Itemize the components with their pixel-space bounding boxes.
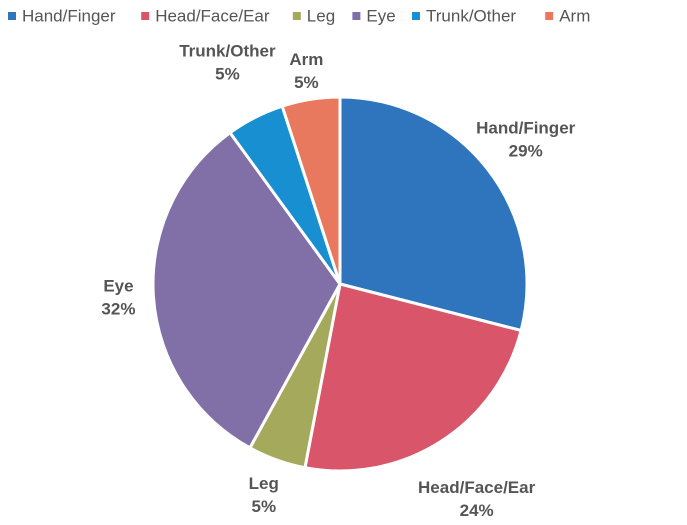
legend-label: Hand/Finger: [22, 6, 116, 25]
slice-label: Head/Face/Ear: [418, 478, 536, 497]
slice-label: Hand/Finger: [476, 118, 576, 137]
legend-swatch: [141, 12, 150, 20]
slice-label: Arm: [289, 50, 323, 69]
legend-swatch: [352, 12, 361, 20]
legend-label: Eye: [366, 6, 395, 25]
slice-value: 32%: [101, 299, 135, 318]
legend-swatch: [412, 12, 420, 20]
slice-label: Trunk/Other: [179, 42, 276, 61]
slice-value: 24%: [460, 501, 494, 520]
slice-value: 5%: [294, 73, 319, 92]
slice-value: 5%: [251, 497, 276, 516]
slice-label: Eye: [103, 276, 133, 295]
pie-slice: [280, 95, 342, 285]
pie-slice: [151, 130, 342, 450]
legend-swatch: [8, 12, 16, 20]
pie-slice: [303, 282, 523, 473]
slice-label: Leg: [249, 474, 279, 493]
pie-slice: [338, 95, 529, 333]
slice-value: 5%: [215, 65, 240, 84]
slice-value: 29%: [509, 141, 543, 160]
legend-swatch: [545, 12, 554, 20]
legend-label: Leg: [307, 6, 335, 25]
legend-label: Head/Face/Ear: [155, 6, 270, 25]
legend-label: Trunk/Other: [426, 6, 516, 25]
legend-label: Arm: [559, 6, 590, 25]
legend-swatch: [292, 12, 301, 20]
